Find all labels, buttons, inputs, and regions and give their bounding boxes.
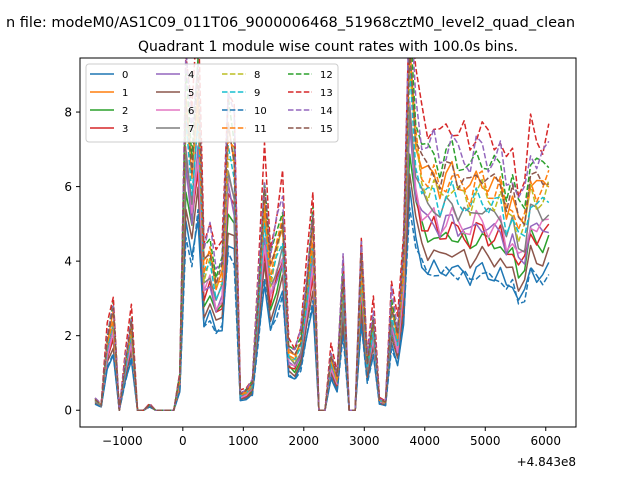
- series-line-10: [94, 207, 550, 411]
- legend-label-6: 6: [188, 106, 194, 117]
- y-axis: 0 2 4 6 8: [64, 105, 80, 418]
- figure-suptitle: n file: modeM0/AS1C09_011T06_9000006468_…: [6, 15, 575, 31]
- series-line-13: [94, 58, 550, 411]
- chart-title: Quadrant 1 module wise count rates with …: [138, 39, 518, 55]
- series-line-0: [94, 186, 550, 411]
- legend-label-3: 3: [122, 124, 128, 135]
- y-tick-label: 0: [64, 404, 72, 418]
- legend-label-0: 0: [122, 70, 128, 81]
- legend-label-14: 14: [320, 106, 333, 117]
- series-line-2: [94, 153, 550, 411]
- legend-label-11: 11: [254, 124, 267, 135]
- x-tick-label: 6000: [530, 434, 561, 448]
- y-tick-label: 4: [64, 254, 72, 268]
- legend-label-4: 4: [188, 70, 194, 81]
- x-tick-label: 2000: [289, 434, 320, 448]
- x-tick-label: 3000: [349, 434, 380, 448]
- series-line-4: [94, 123, 549, 411]
- x-tick-label: 1000: [228, 434, 259, 448]
- y-tick-label: 8: [64, 105, 72, 119]
- legend-label-8: 8: [254, 70, 260, 81]
- series-line-6: [94, 100, 549, 411]
- legend-label-7: 7: [188, 124, 194, 135]
- x-tick-label: 4000: [410, 434, 441, 448]
- legend-label-15: 15: [320, 124, 333, 135]
- x-tick-label: 0: [179, 434, 187, 448]
- y-tick-label: 6: [64, 180, 72, 194]
- series-line-14: [94, 58, 550, 411]
- legend-label-13: 13: [320, 88, 333, 99]
- legend-label-10: 10: [254, 106, 267, 117]
- y-tick-label: 2: [64, 329, 72, 343]
- x-axis: −1000 0 1000 2000 3000 4000 5000 6000: [102, 427, 561, 448]
- plot-area-frame: [79, 57, 577, 428]
- x-axis-offset-label: +4.843e8: [517, 455, 576, 469]
- legend-label-12: 12: [320, 70, 333, 81]
- legend-label-1: 1: [122, 88, 128, 99]
- series-line-5: [94, 173, 550, 411]
- legend-label-9: 9: [254, 88, 260, 99]
- legend-box: [85, 63, 339, 143]
- series-line-15: [94, 58, 549, 411]
- x-tick-label: −1000: [102, 434, 143, 448]
- series-layer: [94, 58, 550, 411]
- legend-label-2: 2: [122, 106, 128, 117]
- series-line-7: [94, 106, 550, 411]
- x-tick-label: 5000: [470, 434, 501, 448]
- legend-label-5: 5: [188, 88, 194, 99]
